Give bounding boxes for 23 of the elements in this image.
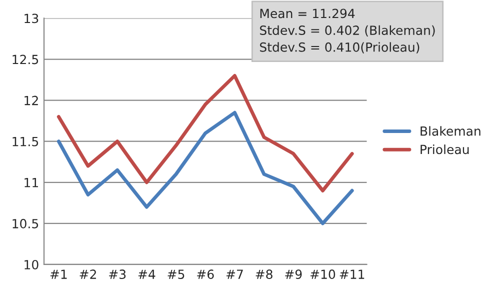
- annotation: Mean = 11.294 Stdev.S = 0.402 (Blakeman) Stdev.S = 0.410(Prioleau): [260, 8, 435, 54]
- x-tick-label: #3: [109, 270, 126, 280]
- x-tick-label: #6: [197, 270, 214, 280]
- x-tick-label: #4: [138, 270, 156, 279]
- x-tick-label: #10: [310, 270, 336, 280]
- x-tick-label: #8: [256, 270, 272, 280]
- x-tick-label: #1: [50, 270, 67, 279]
- x-tick-label: #7: [226, 270, 243, 279]
- y-tick-label: 11.5: [12, 136, 38, 146]
- y-tick-label: 13: [24, 14, 38, 24]
- y-tick-label: 10.5: [12, 218, 38, 228]
- y-tick-label: 10: [24, 260, 38, 270]
- y-tick-label: 11: [24, 178, 38, 188]
- x-tick-label: #2: [80, 270, 96, 279]
- legend-label: Blakeman: [420, 126, 480, 136]
- line-series: [56, 74, 354, 192]
- line-series: [56, 110, 354, 226]
- y-tick-label: 12: [24, 96, 38, 106]
- y-tick-label: 12.5: [12, 54, 38, 64]
- x-tick-label: #11: [340, 270, 364, 279]
- x-tick-label: #9: [285, 270, 302, 280]
- x-tick-label: #5: [168, 270, 184, 280]
- legend-label: Prioleau: [420, 144, 469, 154]
